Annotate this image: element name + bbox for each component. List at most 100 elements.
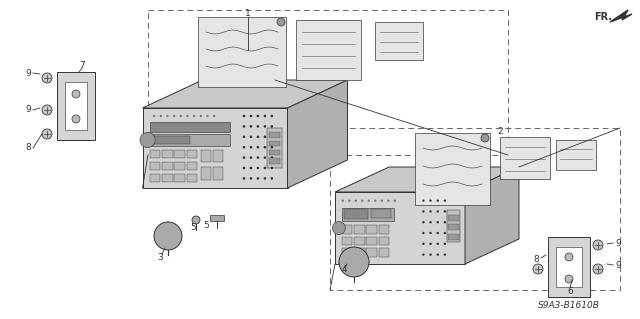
Circle shape xyxy=(271,136,273,138)
Circle shape xyxy=(243,136,245,138)
Bar xyxy=(556,247,582,287)
Circle shape xyxy=(186,115,189,117)
Bar xyxy=(65,82,87,130)
Bar xyxy=(187,174,197,182)
Circle shape xyxy=(200,115,202,117)
Circle shape xyxy=(250,125,252,128)
Circle shape xyxy=(367,199,370,202)
Bar xyxy=(342,225,352,234)
Circle shape xyxy=(257,115,259,117)
Circle shape xyxy=(374,199,376,202)
Bar xyxy=(174,162,185,170)
Circle shape xyxy=(444,243,446,245)
Polygon shape xyxy=(287,80,348,188)
Circle shape xyxy=(422,221,424,223)
Text: 8: 8 xyxy=(25,144,31,152)
Bar xyxy=(269,132,280,137)
Circle shape xyxy=(42,129,52,139)
Text: FR.: FR. xyxy=(594,12,612,22)
Text: 1: 1 xyxy=(245,9,251,18)
Circle shape xyxy=(444,221,446,223)
Bar xyxy=(213,167,223,180)
Bar xyxy=(330,128,620,290)
Circle shape xyxy=(355,199,357,202)
Circle shape xyxy=(250,156,252,159)
Circle shape xyxy=(429,210,432,213)
Text: 7: 7 xyxy=(79,61,85,70)
Bar xyxy=(162,150,173,158)
Circle shape xyxy=(429,199,432,202)
Circle shape xyxy=(257,146,259,149)
Circle shape xyxy=(422,232,424,234)
Circle shape xyxy=(593,264,603,274)
Circle shape xyxy=(72,115,80,123)
Circle shape xyxy=(436,221,439,223)
Bar xyxy=(378,248,389,257)
Circle shape xyxy=(257,125,259,128)
Bar xyxy=(174,174,185,182)
Bar xyxy=(342,208,394,221)
Bar xyxy=(162,174,173,182)
Polygon shape xyxy=(610,10,632,22)
Circle shape xyxy=(42,105,52,115)
Circle shape xyxy=(243,156,245,159)
Bar xyxy=(378,237,389,245)
Circle shape xyxy=(394,199,396,202)
Polygon shape xyxy=(143,108,287,188)
Bar xyxy=(187,150,197,158)
Bar xyxy=(342,237,352,245)
Text: 9: 9 xyxy=(25,69,31,78)
Circle shape xyxy=(193,115,195,117)
Circle shape xyxy=(429,253,432,256)
Circle shape xyxy=(264,156,266,159)
Text: 4: 4 xyxy=(341,265,347,275)
Circle shape xyxy=(153,115,156,117)
Circle shape xyxy=(72,90,80,98)
Circle shape xyxy=(533,264,543,274)
Polygon shape xyxy=(335,192,465,264)
Circle shape xyxy=(243,167,245,169)
Circle shape xyxy=(361,199,364,202)
Circle shape xyxy=(429,232,432,234)
Text: S9A3-B1610B: S9A3-B1610B xyxy=(538,301,600,310)
Circle shape xyxy=(332,221,346,234)
Bar xyxy=(150,134,230,145)
Circle shape xyxy=(264,115,266,117)
Bar xyxy=(342,248,352,257)
Bar xyxy=(366,225,377,234)
Circle shape xyxy=(444,253,446,256)
Bar xyxy=(378,225,389,234)
Circle shape xyxy=(436,210,439,213)
Circle shape xyxy=(422,253,424,256)
Circle shape xyxy=(250,146,252,149)
Circle shape xyxy=(429,243,432,245)
Polygon shape xyxy=(335,167,519,192)
Bar xyxy=(366,248,377,257)
Circle shape xyxy=(342,199,344,202)
Text: 3: 3 xyxy=(157,253,163,262)
Circle shape xyxy=(213,115,215,117)
Bar xyxy=(500,137,550,179)
Bar xyxy=(187,162,197,170)
Bar xyxy=(269,159,280,164)
Circle shape xyxy=(436,243,439,245)
Circle shape xyxy=(271,125,273,128)
Circle shape xyxy=(271,156,273,159)
Bar xyxy=(268,128,282,168)
Bar xyxy=(415,133,490,205)
Text: 9: 9 xyxy=(615,261,621,270)
Circle shape xyxy=(173,115,175,117)
Circle shape xyxy=(593,240,603,250)
Circle shape xyxy=(166,115,169,117)
Circle shape xyxy=(565,275,573,283)
Bar xyxy=(174,150,185,158)
Circle shape xyxy=(422,199,424,202)
Bar xyxy=(150,150,160,158)
Circle shape xyxy=(277,18,285,26)
Polygon shape xyxy=(143,80,348,108)
Bar xyxy=(200,150,211,162)
Bar xyxy=(269,141,280,146)
Bar xyxy=(448,234,458,240)
Text: 2: 2 xyxy=(497,127,503,136)
Circle shape xyxy=(206,115,209,117)
